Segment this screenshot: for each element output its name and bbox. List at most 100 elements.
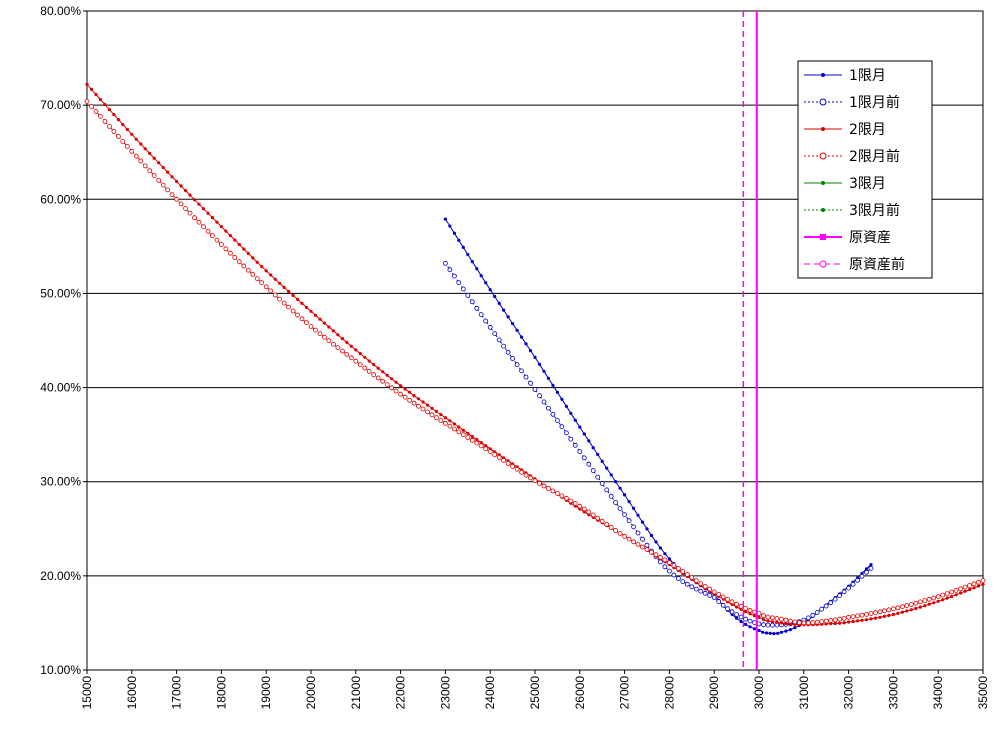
- series-3-point: [94, 92, 98, 97]
- series-3-point: [130, 132, 134, 136]
- series-4-point: [425, 409, 430, 415]
- series-4-point: [590, 512, 596, 518]
- series-1-point: [533, 355, 537, 359]
- series-3-point: [744, 610, 748, 614]
- x-tick-label: 25000: [528, 676, 542, 710]
- series-3-point: [148, 151, 152, 155]
- series-4-point: [254, 276, 260, 282]
- series-1-point: [506, 315, 510, 319]
- series-4-point: [384, 382, 390, 388]
- series-1-point: [466, 252, 470, 257]
- series-2-point: [514, 362, 520, 368]
- series-4-point: [129, 148, 135, 154]
- series-4-point: [913, 600, 919, 606]
- series-4-point: [483, 446, 489, 452]
- series-2-point: [770, 622, 775, 628]
- series-4-point: [814, 619, 820, 625]
- series-4-point: [510, 463, 515, 469]
- series-3-point: [345, 340, 349, 344]
- series-4-point: [564, 495, 569, 501]
- series-2-point: [474, 305, 480, 311]
- series-3-point: [927, 602, 931, 606]
- series-3-point: [941, 598, 945, 602]
- series-4-point: [716, 592, 722, 597]
- series-3-point: [963, 589, 967, 593]
- series-3-point: [322, 321, 326, 325]
- series-2-point: [550, 411, 556, 417]
- x-axis-ticks: 15000 16000 17000 18000 19000 20000 21000 22000…: [80, 676, 990, 710]
- series-4-point: [456, 429, 462, 435]
- series-3-point: [461, 428, 465, 432]
- series-3-point: [219, 225, 223, 229]
- series-4-point: [89, 104, 94, 109]
- series-3-point: [833, 621, 837, 626]
- series-4-point: [595, 515, 601, 521]
- series-4-point: [214, 237, 220, 243]
- series-4-point: [734, 601, 739, 607]
- series-2-point: [532, 387, 538, 392]
- legend-label: 原資産前: [849, 256, 905, 273]
- series-1-point: [600, 459, 604, 463]
- series-4-point: [321, 334, 327, 340]
- series-1-point: [609, 473, 613, 477]
- series-4-point: [707, 586, 713, 592]
- series-4-point: [702, 584, 708, 589]
- series-1-point: [869, 563, 873, 567]
- series-2-point: [729, 609, 735, 615]
- series-2-point: [828, 600, 834, 606]
- series-4-point: [891, 606, 896, 612]
- series-2-point: [841, 589, 847, 595]
- legend-label: 3限月: [849, 176, 886, 192]
- series-3-point: [869, 617, 873, 621]
- series-3-point: [390, 377, 394, 381]
- y-tick-label: 40.00%: [40, 381, 81, 395]
- legend-swatch-marker: [820, 234, 826, 240]
- series-3-point: [981, 582, 985, 586]
- series-4-point: [357, 362, 363, 368]
- y-tick-label: 20.00%: [40, 569, 81, 583]
- series-4-point: [389, 385, 395, 391]
- series-4-point: [738, 604, 744, 609]
- series-4-point: [698, 581, 704, 586]
- series-4-point: [174, 196, 180, 202]
- series-2-point: [617, 506, 623, 512]
- series-4-point: [348, 355, 354, 361]
- series-3-point: [242, 247, 246, 251]
- series-4-point: [447, 423, 453, 429]
- series-1-point: [560, 397, 564, 401]
- series-4-point: [788, 618, 793, 624]
- series-4-point: [187, 210, 193, 216]
- series-3-point: [968, 587, 972, 592]
- series-1-point: [537, 362, 542, 366]
- series-4-point: [353, 358, 359, 364]
- series-4-point: [209, 233, 215, 239]
- series-4-point: [478, 443, 484, 449]
- series-4-point: [107, 124, 112, 129]
- series-4-point: [608, 525, 614, 530]
- series-1-point: [748, 625, 752, 629]
- y-tick-label: 70.00%: [40, 98, 81, 112]
- series-2-point: [671, 572, 677, 578]
- series-1-point: [591, 446, 595, 450]
- series-3-point: [376, 366, 380, 370]
- series-3-point: [421, 400, 425, 404]
- series-4-point: [770, 615, 775, 621]
- legend-swatch-marker: [821, 181, 825, 185]
- series-4-point: [895, 605, 901, 611]
- series-3-point: [909, 608, 913, 612]
- series-3-point: [385, 373, 389, 377]
- series-4-point: [586, 509, 592, 515]
- series-3-point: [439, 413, 443, 417]
- series-4-point: [236, 259, 242, 265]
- series-4-point: [796, 620, 802, 625]
- series-4-point: [299, 316, 305, 322]
- series-3-point: [775, 620, 779, 624]
- series-3-point: [201, 207, 206, 211]
- series-3-point: [170, 175, 174, 179]
- series-2-line: [444, 263, 872, 626]
- series-4-point: [882, 608, 887, 614]
- series-1-point: [542, 369, 546, 373]
- series-3-point: [932, 601, 936, 605]
- series-2-point: [537, 393, 542, 399]
- series-3-point: [143, 147, 147, 151]
